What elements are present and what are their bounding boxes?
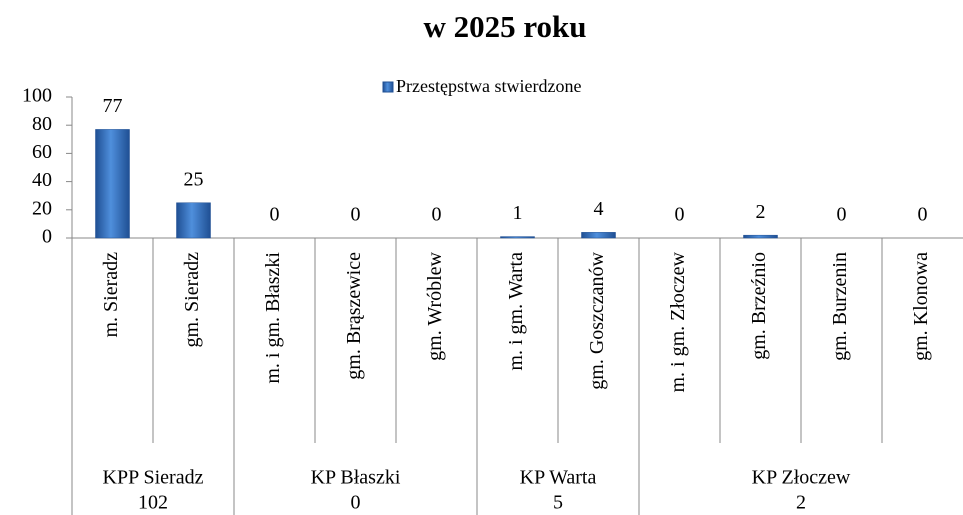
x-tick-label: m. i gm. Złoczew bbox=[667, 251, 689, 392]
x-tick-label: gm. Brąszewice bbox=[343, 252, 365, 380]
bar bbox=[500, 236, 535, 239]
y-tick-label: 60 bbox=[32, 141, 52, 163]
data-label: 77 bbox=[103, 95, 123, 117]
group-label: KP Warta bbox=[520, 467, 597, 489]
bar bbox=[743, 234, 778, 239]
data-label: 1 bbox=[513, 202, 523, 224]
data-label: 0 bbox=[432, 204, 442, 226]
x-tick-label: gm. Brzeźnio bbox=[748, 252, 770, 360]
group-total: 102 bbox=[138, 492, 168, 514]
group-label: KP Błaszki bbox=[311, 467, 401, 489]
group-total: 5 bbox=[553, 492, 563, 514]
x-tick-label: m. i gm. Warta bbox=[505, 252, 527, 371]
data-label: 25 bbox=[184, 168, 204, 190]
y-tick-label: 100 bbox=[22, 85, 52, 107]
data-label: 4 bbox=[594, 198, 604, 220]
x-tick-label: gm. Klonowa bbox=[910, 252, 932, 361]
legend-label: Przestępstwa stwierdzone bbox=[396, 76, 581, 96]
x-tick-label: m. Sieradz bbox=[100, 252, 122, 338]
x-tick-label: gm. Wróblew bbox=[424, 251, 446, 360]
chart-title: w 2025 roku bbox=[423, 9, 586, 44]
data-label: 0 bbox=[675, 204, 685, 226]
y-tick-label: 20 bbox=[32, 197, 52, 219]
data-label: 0 bbox=[918, 204, 928, 226]
legend-swatch bbox=[382, 81, 394, 93]
y-tick-label: 40 bbox=[32, 169, 52, 191]
group-total: 2 bbox=[796, 492, 806, 514]
x-tick-label: gm. Sieradz bbox=[181, 252, 203, 348]
data-label: 0 bbox=[270, 204, 280, 226]
group-label: KP Złoczew bbox=[752, 467, 851, 489]
bar bbox=[581, 232, 616, 239]
x-tick-label: gm. Burzenin bbox=[829, 252, 851, 361]
data-label: 2 bbox=[756, 201, 766, 223]
y-tick-label: 80 bbox=[32, 113, 52, 135]
data-label: 0 bbox=[837, 204, 847, 226]
x-tick-label: m. i gm. Błaszki bbox=[262, 252, 284, 384]
bar bbox=[176, 202, 211, 239]
bar bbox=[95, 129, 130, 239]
group-label: KPP Sieradz bbox=[103, 467, 204, 489]
x-tick-label: gm. Goszczanów bbox=[586, 251, 608, 389]
y-tick-label: 0 bbox=[42, 226, 52, 248]
group-total: 0 bbox=[351, 492, 361, 514]
data-label: 0 bbox=[351, 204, 361, 226]
